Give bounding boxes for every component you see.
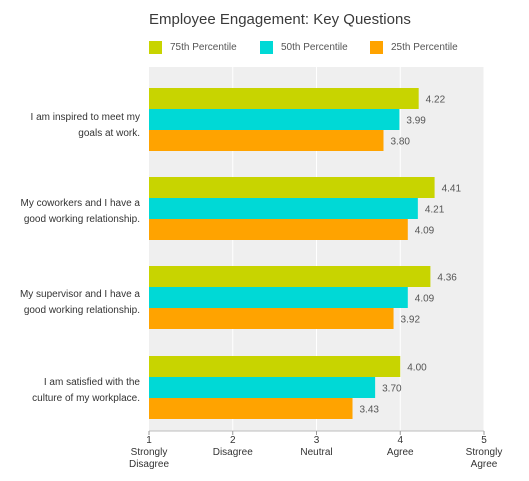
- data-label-1-3: 3.80: [391, 137, 411, 148]
- data-label-1-2: 3.99: [406, 116, 426, 127]
- category-label-1: I am inspired to meet my goals at work.: [0, 110, 140, 142]
- x-tick-label-4-line-1: 4: [397, 435, 403, 446]
- legend-item-25th: 25th Percentile: [370, 41, 458, 54]
- bar-3-2: [149, 287, 408, 308]
- legend-label-50th: 50th Percentile: [281, 42, 348, 53]
- x-tick-label-3-line-2: Neutral: [300, 447, 332, 458]
- legend-swatch-75th: [149, 41, 162, 54]
- data-label-2-3: 4.09: [415, 226, 435, 237]
- bar-1-3: [149, 130, 384, 151]
- data-label-3-2: 4.09: [415, 294, 435, 305]
- category-label-2-line-1: My coworkers and I have a: [20, 198, 141, 209]
- x-tick-label-5-line-2: Strongly: [466, 447, 503, 458]
- x-tick-label-5-line-3: Agree: [471, 459, 498, 470]
- bar-2-1: [149, 177, 435, 198]
- bar-3-1: [149, 266, 431, 287]
- data-label-2-1: 4.41: [442, 184, 462, 195]
- data-label-2-2: 4.21: [425, 205, 445, 216]
- x-tick-label-1-line-1: 1: [146, 435, 152, 446]
- bar-2-3: [149, 219, 408, 240]
- bar-4-1: [149, 356, 401, 377]
- legend-swatch-50th: [260, 41, 273, 54]
- category-label-3-line-1: My supervisor and I have a: [19, 289, 140, 300]
- data-label-4-1: 4.00: [407, 363, 427, 374]
- data-label-1-1: 4.22: [426, 95, 446, 106]
- x-tick-label-5-line-1: 5: [481, 435, 487, 446]
- data-label-3-1: 4.36: [437, 273, 457, 284]
- legend-item-75th: 75th Percentile: [149, 41, 237, 54]
- category-label-2-line-2: good working relationship.: [23, 214, 140, 225]
- data-label-3-3: 3.92: [401, 315, 421, 326]
- category-label-1-line-2: goals at work.: [78, 128, 140, 139]
- category-label-4-line-2: culture of my workplace.: [32, 393, 140, 404]
- bar-4-2: [149, 377, 376, 398]
- bar-1-2: [149, 109, 400, 130]
- category-label-1-line-1: I am inspired to meet my: [30, 112, 140, 123]
- data-label-4-3: 3.43: [360, 405, 380, 416]
- x-tick-label-4-line-2: Agree: [387, 447, 414, 458]
- x-tick-label-3-line-1: 3: [314, 435, 320, 446]
- x-tick-label-1-line-2: Strongly: [131, 447, 168, 458]
- category-label-2: My coworkers and I have a good working r…: [0, 196, 141, 228]
- x-tick-label-1-line-3: Disagree: [129, 459, 169, 470]
- category-label-3: My supervisor and I have a good working …: [0, 287, 140, 319]
- x-tick-label-2-line-2: Disagree: [213, 447, 253, 458]
- bar-1-1: [149, 88, 419, 109]
- bar-2-2: [149, 198, 418, 219]
- legend-label-75th: 75th Percentile: [170, 42, 237, 53]
- legend-item-50th: 50th Percentile: [260, 41, 348, 54]
- x-tick-label-2-line-1: 2: [230, 435, 236, 446]
- category-label-4-line-1: I am satisfied with the: [43, 377, 140, 388]
- chart-title: Employee Engagement: Key Questions: [149, 11, 411, 28]
- category-label-3-line-2: good working relationship.: [23, 305, 140, 316]
- legend: 75th Percentile 50th Percentile 25th Per…: [149, 41, 489, 61]
- legend-label-25th: 25th Percentile: [391, 42, 458, 53]
- data-label-4-2: 3.70: [382, 384, 402, 395]
- bar-4-3: [149, 398, 353, 419]
- category-label-4: I am satisfied with the culture of my wo…: [0, 375, 140, 407]
- bar-3-3: [149, 308, 394, 329]
- legend-swatch-25th: [370, 41, 383, 54]
